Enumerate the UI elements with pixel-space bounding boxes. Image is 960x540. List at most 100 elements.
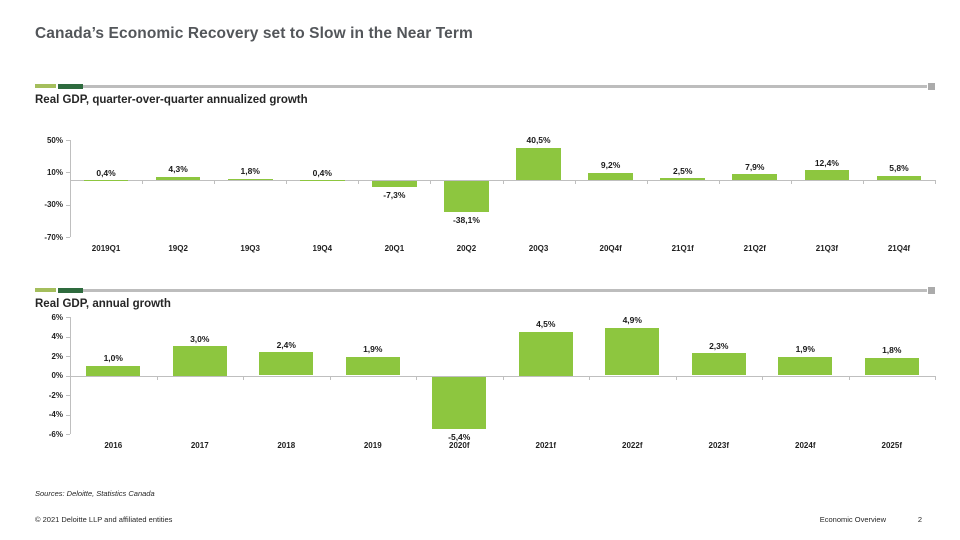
x-axis-label: 19Q3 [240, 244, 260, 253]
bar-label: 3,0% [190, 333, 210, 344]
divider-rule [83, 288, 927, 292]
bar [778, 356, 833, 376]
y-axis-label: -6% [48, 429, 63, 439]
x-axis-tick [70, 375, 71, 380]
y-axis-label: -4% [48, 410, 63, 419]
y-axis-tick [66, 434, 70, 435]
x-axis-tick [502, 375, 504, 380]
bar-label: 4,5% [536, 319, 556, 330]
bar [227, 178, 273, 181]
divider-endcap [928, 82, 935, 90]
section-annual: Real GDP, annual growth [35, 286, 935, 310]
bar-label: -38,1% [452, 214, 480, 225]
bar [876, 175, 922, 181]
x-axis-label: 21Q2f [743, 244, 766, 253]
bar [444, 181, 489, 213]
x-axis-tick [70, 180, 71, 185]
x-axis-label: 2017 [190, 441, 209, 450]
section-divider [35, 286, 935, 294]
x-axis-tick [935, 180, 936, 185]
y-axis-tick [66, 395, 70, 396]
bar [259, 352, 314, 376]
x-axis-label: 2022f [622, 441, 643, 450]
divider-endcap [928, 286, 935, 294]
x-axis-tick [156, 375, 158, 380]
y-axis-label: 50% [46, 135, 63, 145]
x-axis-tick [358, 180, 360, 185]
x-axis-label: 20Q2 [456, 244, 477, 253]
bar-label: 4,3% [168, 164, 188, 175]
slide-title: Canada’s Economic Recovery set to Slow i… [35, 25, 473, 42]
bar [804, 170, 850, 181]
chart-title-annual: Real GDP, annual growth [35, 298, 171, 310]
bar-label: 1,8% [240, 166, 260, 177]
x-axis-label: 2020f [449, 441, 470, 450]
bar [732, 174, 778, 181]
x-axis-tick [862, 180, 864, 185]
bar [864, 357, 919, 376]
y-axis-tick [66, 356, 70, 357]
x-axis-label: 21Q3f [815, 244, 838, 253]
divider-accent-dark [58, 287, 83, 293]
bar [588, 172, 633, 181]
footer-section-label: Economic Overview [819, 515, 886, 524]
bar-label: 12,4% [814, 157, 839, 168]
x-axis-label: 2018 [277, 441, 296, 450]
bar-label: 1,9% [363, 344, 383, 355]
y-axis-tick [66, 414, 70, 416]
bar [691, 353, 746, 376]
bar-label: 1,0% [103, 353, 123, 364]
bar-label: 1,9% [795, 344, 815, 355]
x-axis-tick [286, 180, 288, 185]
x-axis-label: 20Q1 [384, 244, 405, 253]
y-axis-tick [66, 336, 70, 338]
y-axis-tick [66, 204, 70, 206]
bar [518, 331, 573, 376]
x-axis-label: 19Q2 [168, 244, 188, 253]
bar-label: 0,4% [96, 167, 116, 178]
bar [86, 365, 141, 376]
x-axis-tick [718, 180, 720, 185]
bar [155, 176, 201, 181]
y-axis-tick [66, 317, 70, 318]
x-axis-label: 2024f [795, 441, 816, 450]
bar-label: -7,3% [383, 189, 406, 200]
bar [432, 376, 487, 430]
x-axis-tick [848, 375, 850, 380]
x-axis-tick [430, 180, 432, 185]
bar-label: 9,2% [600, 160, 621, 171]
x-axis-label: 19Q4 [312, 244, 333, 253]
y-axis-tick [66, 237, 70, 238]
x-axis-tick [416, 375, 417, 380]
divider-accent-dark [58, 83, 83, 89]
y-axis-line [70, 140, 71, 237]
bar-label: 40,5% [526, 135, 551, 146]
x-axis-label: 2019Q1 [91, 244, 121, 253]
divider-rule [83, 84, 927, 88]
x-axis-label: 2025f [881, 441, 902, 450]
chart-title-quarterly: Real GDP, quarter-over-quarter annualize… [35, 94, 308, 106]
x-axis-label: 20Q4f [599, 244, 622, 253]
y-axis-label: 0% [51, 371, 63, 380]
x-axis-tick [574, 180, 576, 185]
x-axis-label: 2023f [708, 441, 729, 450]
divider-accent-light [35, 288, 56, 292]
x-axis-tick [762, 375, 763, 380]
x-axis-tick [502, 180, 504, 185]
y-axis-label: 10% [46, 167, 63, 177]
section-quarterly: Real GDP, quarter-over-quarter annualize… [35, 82, 935, 106]
y-axis-label: 6% [51, 312, 63, 322]
bar [660, 178, 706, 181]
bar [605, 327, 660, 376]
page-number: 2 [917, 515, 922, 524]
x-axis-tick [142, 180, 144, 185]
x-axis-label: 2019 [363, 441, 382, 450]
x-axis-label: 21Q1f [671, 244, 694, 253]
chart-annual-gdp: 6% 4% 2% 0% -2% -4% -6% 1,0% 2016 3,0% 2017 2,4% 201… [35, 313, 936, 457]
bar-label: 4,9% [622, 315, 642, 326]
x-axis-label: 2021f [535, 441, 556, 450]
x-axis-tick [329, 375, 331, 380]
footer-sources: Sources: Deloitte, Statistics Canada [35, 489, 155, 498]
bar-label: 2,4% [276, 339, 296, 350]
